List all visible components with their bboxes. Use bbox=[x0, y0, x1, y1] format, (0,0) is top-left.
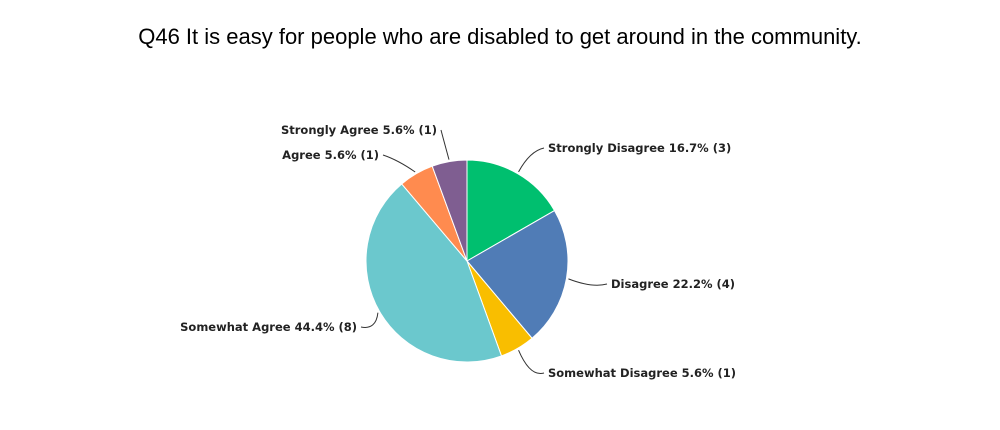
leader-line bbox=[382, 154, 416, 173]
pie-slice-disagree bbox=[466, 209, 569, 339]
slice-label: Disagree 22.2% (4) bbox=[611, 277, 735, 291]
slice-label: Somewhat Disagree 5.6% (1) bbox=[548, 366, 736, 380]
leader-line bbox=[518, 147, 545, 173]
slice-label: Agree 5.6% (1) bbox=[282, 148, 379, 162]
leader-line bbox=[568, 278, 608, 286]
slice-label: Strongly Disagree 16.7% (3) bbox=[548, 141, 731, 155]
leader-line bbox=[360, 312, 379, 328]
slice-label: Strongly Agree 5.6% (1) bbox=[281, 123, 437, 137]
leader-line bbox=[440, 129, 450, 160]
leader-line bbox=[518, 349, 545, 375]
pie-slice-somewhat-agree bbox=[365, 183, 503, 363]
pie-slice-strongly-disagree bbox=[466, 159, 556, 262]
chart-title: Q46 It is easy for people who are disabl… bbox=[138, 24, 862, 49]
pie-slice-strongly-agree bbox=[431, 159, 468, 262]
slice-label: Somewhat Agree 44.4% (8) bbox=[180, 320, 357, 334]
